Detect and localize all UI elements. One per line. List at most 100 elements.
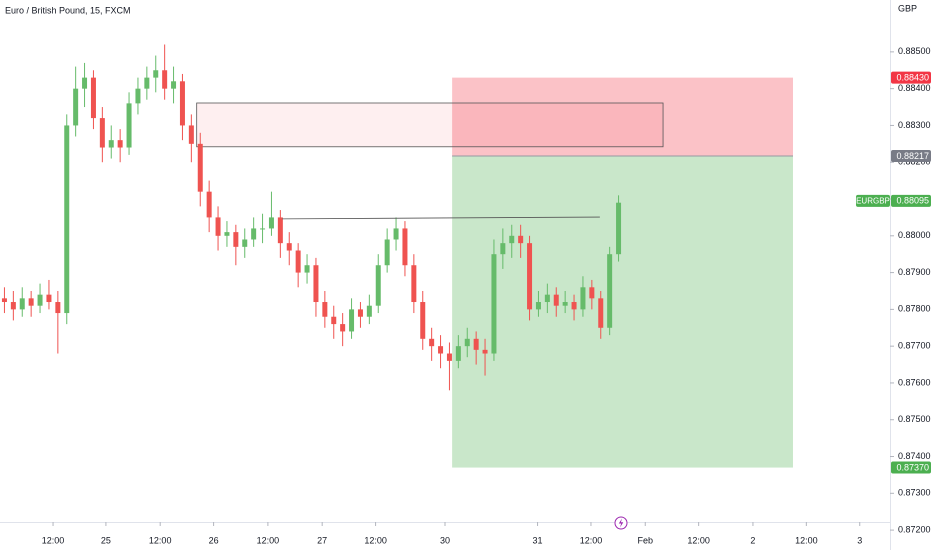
candle-body [535,302,541,310]
candle-body [268,217,274,229]
candle-body [260,228,266,230]
x-tick-label: 30 [440,535,450,545]
currency-label: GBP [898,3,917,13]
y-tick-label: 0.88300 [898,120,931,130]
entry-badge-label: 0.88217 [896,151,929,161]
stop-badge [891,71,931,84]
x-tick-label: 25 [101,535,111,545]
candle-body [518,235,524,244]
candle-body [90,77,96,119]
candle-body [411,265,417,303]
candle-body [349,309,355,332]
candle-body [473,338,479,350]
y-tick-label: 0.87900 [898,267,931,277]
candle-body [322,302,328,317]
candle-body [562,302,568,306]
candle-body [616,202,622,255]
y-tick-label: 0.87800 [898,304,931,314]
y-tick-label: 0.88500 [898,46,931,56]
candle-body [580,287,586,310]
candle-body [589,287,595,299]
x-tick-label: Feb [637,535,653,545]
candle-body [464,338,470,347]
candle-body [491,254,497,354]
candle-body [37,294,43,306]
candle-body [144,77,150,89]
candle-body [242,239,248,247]
candle-body [366,305,372,317]
candle-body [82,77,88,89]
x-tick-label: 12:00 [42,535,65,545]
candle-body [598,298,604,328]
stop-zone [452,77,793,156]
candle-body [500,243,506,255]
candle-body [420,302,426,339]
last-price-badge-label: 0.88095 [896,196,929,206]
candle-body [10,302,16,310]
candle-body [73,88,79,126]
candle-body [215,217,221,236]
candle-body [64,125,70,314]
x-tick-label: 26 [209,535,219,545]
candle-body [153,70,159,78]
replay-icon[interactable] [614,516,628,530]
candle-body [135,88,141,104]
candle-body [375,265,381,306]
x-tick-label: 27 [317,535,327,545]
x-tick-label: 2 [750,535,755,545]
candle-body [188,125,194,144]
candle-body [197,143,203,192]
candle-body [357,309,363,317]
candle-body [446,353,452,361]
candle-body [295,250,301,273]
candle-body [544,294,550,303]
target-badge-label: 0.87370 [896,462,929,472]
candle-body [429,338,435,347]
candle-body [171,81,177,89]
trend-line [282,216,600,220]
candle-body [527,243,533,310]
candle-body [19,298,25,310]
candle-body [340,324,346,332]
candle-body [331,316,337,325]
plot-area [1,44,793,468]
candle-body [455,346,461,361]
symbol-badge [856,194,890,207]
target-badge [891,461,931,474]
candle-body [384,239,390,266]
candle-body [117,140,123,148]
x-tick-label: 3 [857,535,862,545]
y-tick-label: 0.88000 [898,230,931,240]
candle-body [304,265,310,273]
candle-body [482,349,488,354]
x-tick-label: 12:00 [364,535,387,545]
y-tick-label: 0.87400 [898,451,931,461]
candle-body [402,228,408,266]
symbol-label: EURGBP [856,196,890,205]
candle-body [286,243,292,251]
candle-body [224,232,230,236]
candle-body [99,118,105,148]
zone-rectangle [196,102,664,148]
candle-body [206,191,212,218]
candle-body [162,70,168,89]
y-tick-label: 0.87700 [898,341,931,351]
candle-body [251,228,257,240]
x-tick-label: 12:00 [149,535,172,545]
candle-body [277,217,283,244]
candle-body [28,298,34,306]
x-tick-label: 12:00 [687,535,710,545]
candle-body [46,294,52,303]
candle-body [571,302,577,310]
candle-body [607,254,613,328]
entry-badge [891,149,931,162]
y-tick-label: 0.87600 [898,377,931,387]
candle-body [509,235,515,244]
last-price-badge [891,194,931,207]
candle-body [1,298,7,303]
target-zone [452,155,793,468]
x-tick-label: 12:00 [580,535,603,545]
candle-body [553,294,559,306]
